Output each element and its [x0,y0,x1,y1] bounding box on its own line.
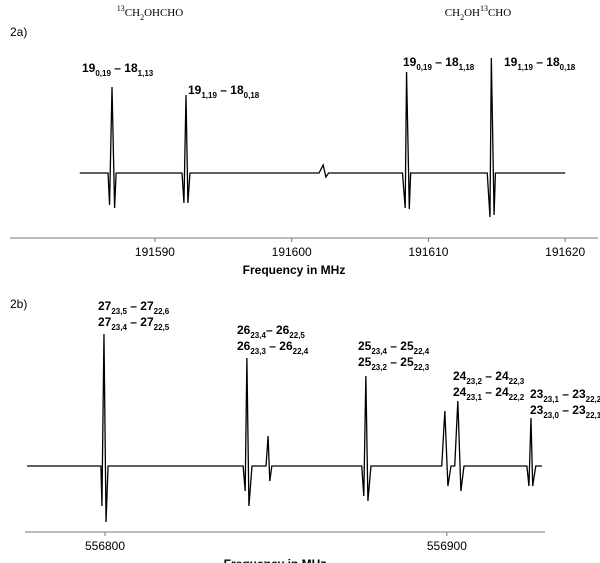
text-part: CH [125,7,140,19]
label: 2623,4​– 2622,5​ [237,323,305,340]
text-part: – 23 [559,387,586,401]
text-part: 19 [82,61,96,75]
text-part: 0,19 [416,63,432,72]
spectrum [79,57,566,218]
text-part: 0,19 [95,69,111,78]
label: 2723,5​ – 2722,6​ [98,299,170,316]
text-part: 25 [358,355,372,369]
text-part: 22,3 [414,363,430,372]
text-part: 1,19 [201,91,217,100]
text-part: 27 [98,299,112,313]
text-part: 23,5 [111,307,127,316]
panel-label: 2a) [10,25,27,39]
text-part: 23,0 [543,411,559,420]
text-part: 19 [403,55,417,69]
text-part: 1,13 [138,69,154,78]
x-axis-label: Frequency in MHz [243,263,346,277]
text-part: 27 [98,315,112,329]
text-part: 23,2 [466,377,482,386]
text-part: 19 [504,55,518,69]
text-part: 22,1 [586,411,600,420]
text-part: – 27 [127,299,154,313]
text-part: 24 [453,385,467,399]
text-part: 2 [460,13,464,22]
text-part: CHO [488,7,511,19]
text-part: 23,4 [111,323,127,332]
x-tick-label: 191600 [272,245,312,259]
text-part: 23,1 [466,393,482,402]
x-tick-label: 556900 [427,539,467,553]
label: CH2​OH13​CHO [445,4,511,22]
label: 191,19​ – 180,18​ [504,55,576,72]
x-tick-label: 556800 [85,539,125,553]
text-part: 23,4 [250,331,266,340]
x-tick-label: 191620 [545,245,585,259]
text-part: 19 [188,83,202,97]
text-part: CH [445,7,460,19]
label: 2423,2​ – 2422,3​ [453,369,525,386]
text-part: 24 [453,369,467,383]
text-part: 22,2 [509,393,525,402]
text-part: OHCHO [144,7,183,19]
text-part: – 24 [482,369,509,383]
label: 13​CH2​OHCHO [117,4,183,22]
label: 2523,4​ – 2522,4​ [358,339,430,356]
label: 190,19​ – 181,18​ [403,55,475,72]
text-part: 22,4 [293,347,309,356]
text-part: 22,5 [289,331,305,340]
text-part: 22,6 [154,307,170,316]
text-part: 23,1 [543,395,559,404]
text-part: – 27 [127,315,154,329]
label: 190,19​ – 181,13​ [82,61,154,78]
label: 2623,3​ – 2622,4​ [237,339,309,356]
text-part: 22,2 [586,395,600,404]
text-part: 22,5 [154,323,170,332]
text-part: – 18 [217,83,244,97]
text-part: – 18 [111,61,138,75]
text-part: 22,4 [414,347,430,356]
x-tick-label: 191590 [135,245,175,259]
text-part: 23,2 [371,363,387,372]
text-part: – 26 [266,339,293,353]
text-part: OH [464,7,480,19]
label: 2323,1​ – 2322,2​ [530,387,600,404]
text-part: 22,3 [509,377,525,386]
text-part: 23 [530,387,544,401]
label: 191,19​ – 180,18​ [188,83,260,100]
text-part: 2 [140,13,144,22]
text-part: 26 [237,339,251,353]
text-part: 23 [530,403,544,417]
label: 2323,0​ – 2322,1​ [530,403,600,420]
text-part: – 26 [266,323,290,337]
text-part: 26 [237,323,251,337]
text-part: – 25 [387,355,414,369]
text-part: – 18 [533,55,560,69]
spectrum [27,333,542,523]
label: 2523,2​ – 2522,3​ [358,355,430,372]
text-part: – 18 [432,55,459,69]
x-axis-label: Frequency in MHz [224,557,327,563]
label: 2423,1​ – 2422,2​ [453,385,525,402]
text-part: 25 [358,339,372,353]
label: 2723,4​ – 2722,5​ [98,315,170,332]
text-part: 23,3 [250,347,266,356]
text-part: – 23 [559,403,586,417]
text-part: 0,18 [560,63,576,72]
text-part: 23,4 [371,347,387,356]
text-part: – 24 [482,385,509,399]
text-part: 13 [480,4,488,13]
text-part: 0,18 [244,91,260,100]
text-part: 1,19 [517,63,533,72]
x-tick-label: 191610 [408,245,448,259]
panel-label: 2b) [10,297,27,311]
text-part: 1,18 [459,63,475,72]
text-part: – 25 [387,339,414,353]
text-part: 13 [117,4,125,13]
